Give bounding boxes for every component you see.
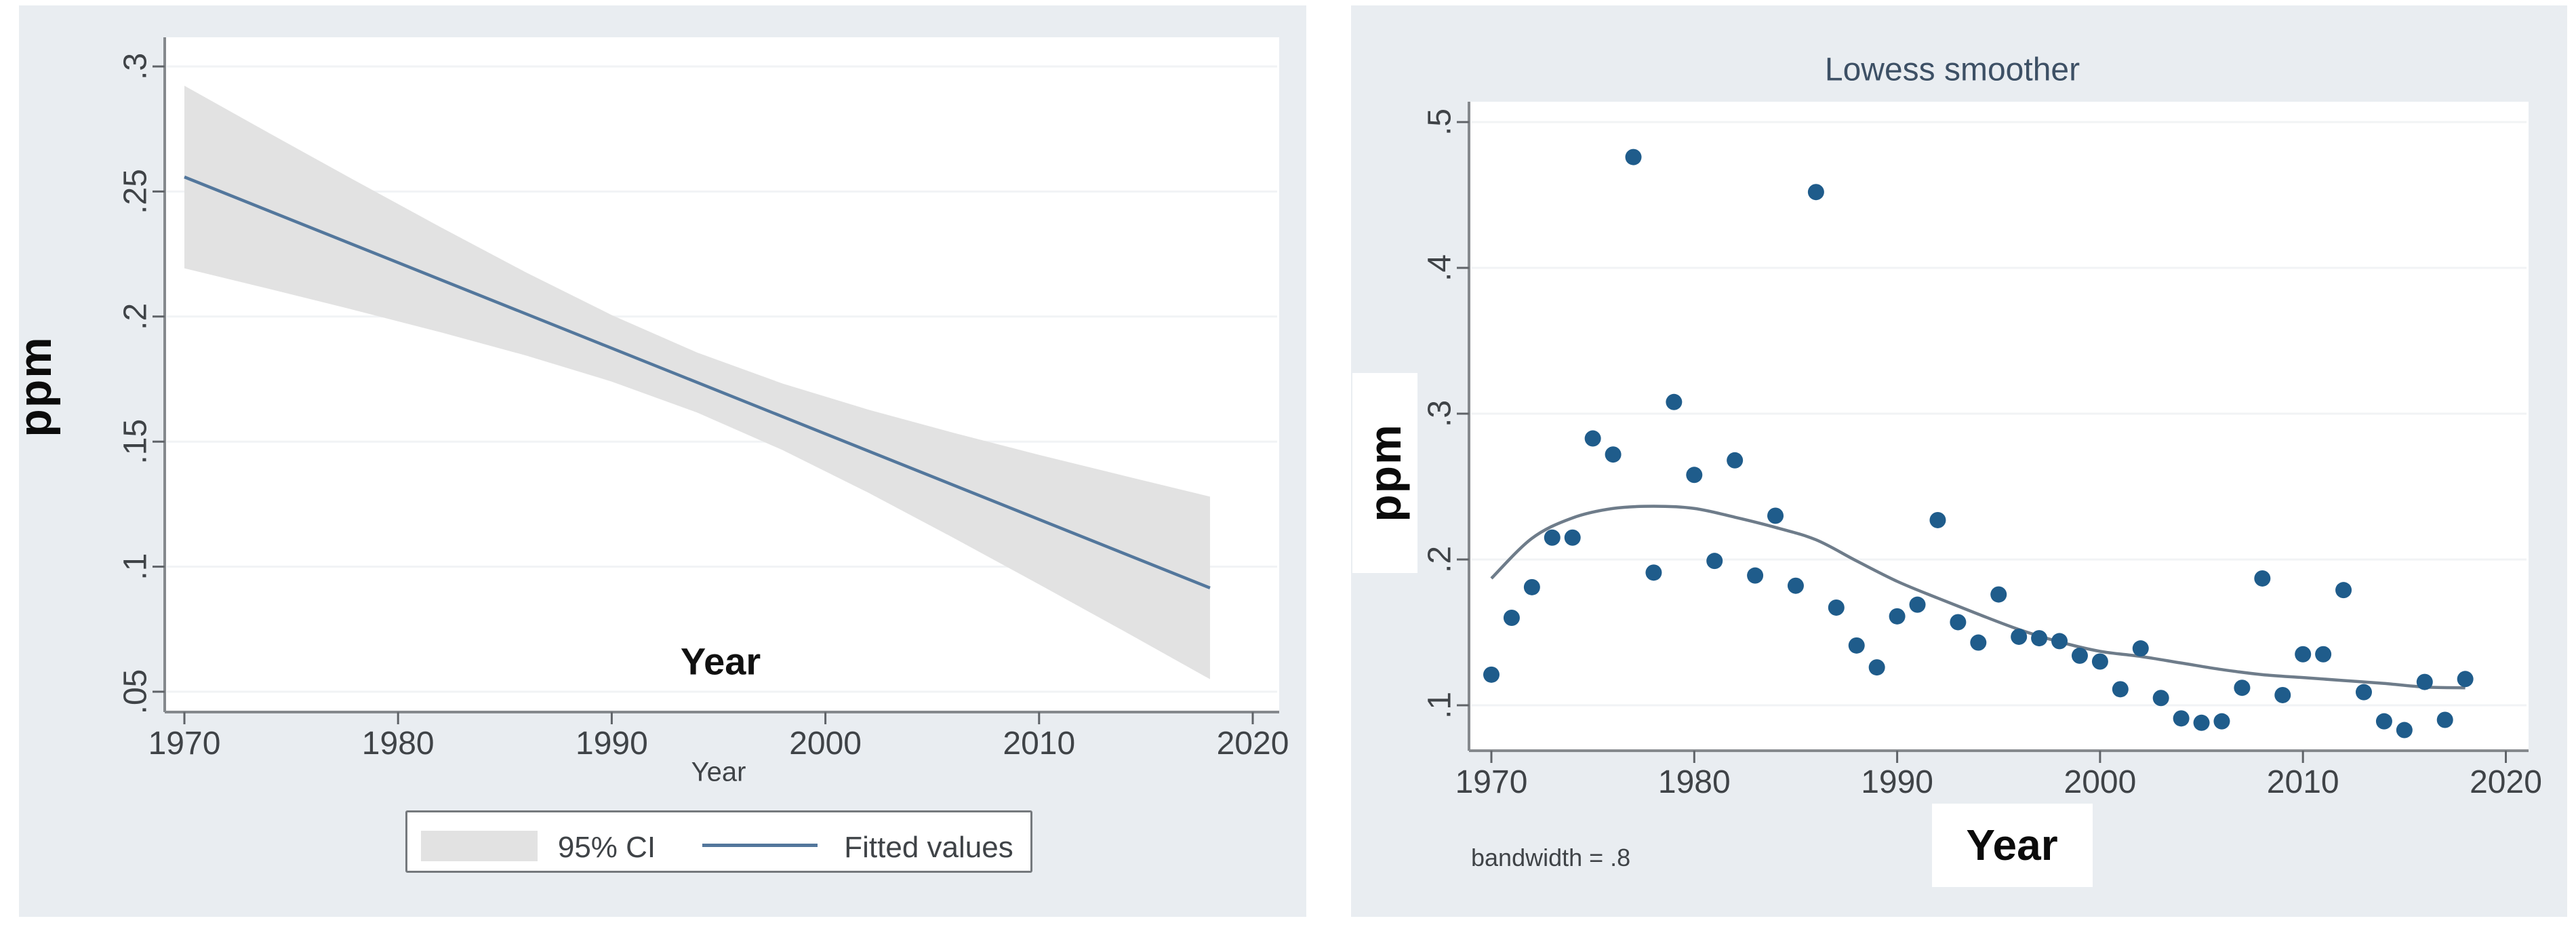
data-point (1503, 610, 1520, 626)
y-tick-label: .5 (1422, 109, 1458, 136)
data-point (2234, 680, 2251, 696)
data-point (2193, 714, 2210, 731)
data-point (1645, 564, 1662, 581)
data-point (1909, 596, 1926, 613)
data-point (1544, 529, 1561, 546)
data-point (2173, 710, 2190, 727)
lowess-curve (1490, 505, 2466, 690)
x-tick-label: 2020 (2470, 764, 2542, 800)
data-point (2274, 686, 2291, 703)
data-point (1523, 578, 1540, 595)
data-point (1767, 507, 1784, 524)
data-point (2335, 582, 2352, 599)
data-point (1990, 586, 2007, 603)
data-point (1970, 634, 1987, 651)
x-tick-label: 1990 (576, 726, 648, 762)
fitted-line-sample (702, 844, 818, 847)
left-y-axis-title: ppm (9, 336, 61, 437)
x-tick-label: 2020 (1217, 726, 1289, 762)
legend-fitted-label: Fitted values (844, 831, 1013, 864)
y-tick-label: .3 (118, 53, 154, 80)
x-tick-label: 2010 (1003, 726, 1075, 762)
y-tick-label: .2 (118, 303, 154, 330)
right-x-title-background (1932, 804, 2093, 887)
data-point (2416, 673, 2433, 690)
data-point (1848, 637, 1865, 654)
data-point (2011, 628, 2028, 645)
data-point (2457, 671, 2474, 688)
ci-swatch (421, 831, 538, 861)
data-point (1787, 577, 1804, 594)
data-point (1807, 184, 1824, 201)
left-x-axis-title: Year (691, 757, 746, 787)
data-point (1828, 599, 1845, 616)
data-point (1868, 659, 1885, 676)
x-tick-label: 2000 (789, 726, 862, 762)
right-y-title-background (1352, 373, 1417, 573)
x-tick-label: 1970 (148, 726, 221, 762)
data-point (1605, 446, 1622, 463)
x-tick-label: 1980 (1658, 764, 1731, 800)
data-point (1929, 511, 1946, 528)
data-point (2436, 711, 2453, 728)
data-point (2375, 713, 2392, 730)
plot-area (1469, 102, 2529, 751)
data-point (2396, 722, 2413, 739)
x-tick-label: 2000 (2064, 764, 2137, 800)
data-point (2213, 713, 2230, 730)
right-x-axis-title: Year (1966, 821, 2058, 869)
data-point (2112, 681, 2129, 698)
right-y-axis-title: ppm (1360, 423, 1410, 522)
data-point (2315, 646, 2332, 663)
data-point (2254, 570, 2271, 587)
data-point (1584, 430, 1601, 447)
y-tick-label: .2 (1422, 546, 1458, 573)
y-tick-label: .1 (118, 553, 154, 580)
data-point (1706, 553, 1723, 570)
y-tick-label: .3 (1422, 400, 1458, 427)
y-tick-label: .1 (1422, 692, 1458, 719)
data-point (1564, 529, 1581, 546)
legend-box: 95% CI Fitted values (405, 810, 1032, 873)
legend-ci-label: 95% CI (557, 831, 656, 864)
data-point (2031, 630, 2048, 647)
data-point (2051, 633, 2068, 650)
data-point (2132, 640, 2149, 657)
data-point (2071, 647, 2088, 664)
data-point (2295, 646, 2312, 663)
y-tick-label: .25 (118, 169, 154, 214)
data-point (1727, 452, 1744, 469)
data-point (1950, 614, 1967, 631)
data-point (1666, 393, 1683, 410)
data-point (1889, 608, 1906, 625)
data-point (1686, 467, 1703, 484)
data-point (1483, 666, 1500, 683)
data-point (2355, 684, 2372, 701)
x-tick-label: 2010 (2267, 764, 2339, 800)
bandwidth-note: bandwidth = .8 (1471, 844, 1631, 871)
left-inner-plot-label: Year (680, 639, 761, 683)
x-tick-label: 1990 (1861, 764, 1933, 800)
y-tick-label: .4 (1422, 254, 1458, 281)
right-chart-title: Lowess smoother (1824, 52, 2080, 88)
y-tick-label: .05 (118, 669, 154, 715)
data-point (1625, 149, 1642, 165)
scatter-points (1483, 149, 2474, 739)
x-tick-label: 1980 (362, 726, 435, 762)
data-point (2152, 690, 2169, 707)
fitted-line (184, 175, 1211, 590)
x-tick-label: 1970 (1455, 764, 1528, 800)
data-point (1747, 567, 1764, 584)
data-point (2091, 653, 2108, 670)
y-tick-label: .15 (118, 419, 154, 465)
